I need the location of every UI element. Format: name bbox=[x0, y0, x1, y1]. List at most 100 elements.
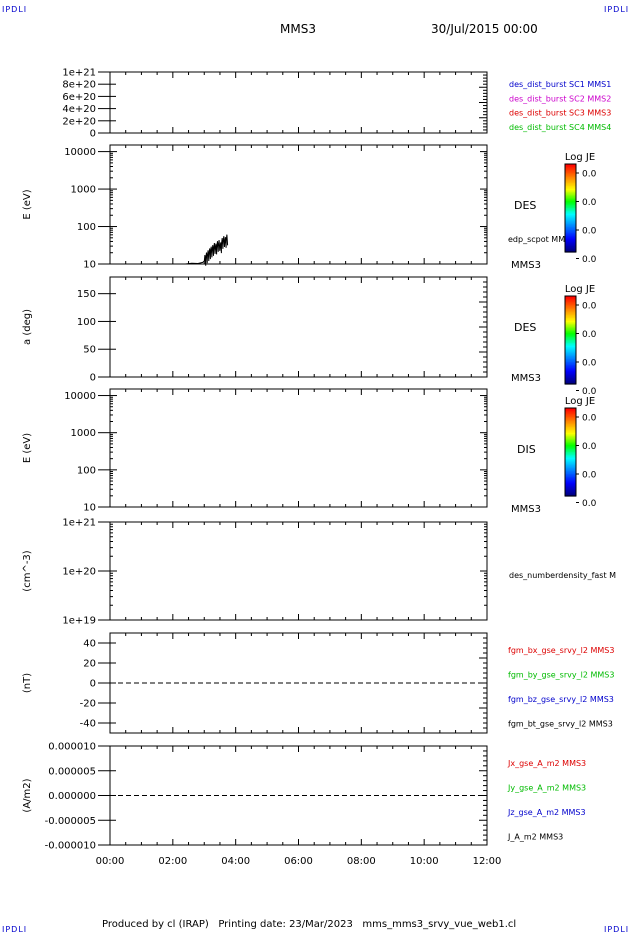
colorbar-segment bbox=[565, 193, 576, 196]
colorbar-segment bbox=[565, 199, 576, 202]
colorbar-segment bbox=[565, 378, 576, 381]
colorbar-segment bbox=[565, 456, 576, 459]
colorbar-segment bbox=[565, 241, 576, 244]
y-axis-label: (A/m2) bbox=[22, 778, 33, 812]
legend-entry: fgm_by_gse_srvy_l2 MMS3 bbox=[508, 671, 614, 680]
colorbar-segment bbox=[565, 479, 576, 482]
y-axis-label: E (eV) bbox=[22, 189, 33, 219]
colorbar-segment bbox=[565, 168, 576, 171]
colorbar-segment bbox=[565, 344, 576, 347]
legend-entry: des_dist_burst SC2 MMS2 bbox=[509, 94, 611, 103]
colorbar-segment bbox=[565, 427, 576, 430]
y-axis-label: a (deg) bbox=[22, 309, 33, 345]
colorbar-segment bbox=[565, 466, 576, 469]
colorbar-segment bbox=[565, 230, 576, 233]
colorbar-segment bbox=[565, 412, 576, 415]
colorbar-tick-label: 0.0 bbox=[582, 255, 597, 265]
colorbar-segment bbox=[565, 296, 576, 299]
colorbar-segment bbox=[565, 481, 576, 484]
colorbar-segment bbox=[565, 328, 576, 331]
colorbar-segment bbox=[565, 348, 576, 351]
colorbar-segment bbox=[565, 413, 576, 416]
colorbar-segment bbox=[565, 219, 576, 222]
colorbar-segment bbox=[565, 227, 576, 230]
colorbar-segment bbox=[565, 216, 576, 219]
colorbar-segment bbox=[565, 432, 576, 435]
colorbar-segment bbox=[565, 345, 576, 348]
colorbar-segment bbox=[565, 465, 576, 468]
colorbar-segment bbox=[565, 190, 576, 193]
panel-label: DES bbox=[514, 199, 536, 212]
scpot-trace bbox=[185, 234, 229, 266]
colorbar-segment bbox=[565, 187, 576, 190]
colorbar-tick-label: 0.0 bbox=[582, 499, 597, 509]
colorbar-segment bbox=[565, 457, 576, 460]
colorbar-segment bbox=[565, 215, 576, 218]
colorbar-segment bbox=[565, 243, 576, 246]
colorbar-segment bbox=[565, 438, 576, 441]
y-tick-label: 10 bbox=[83, 503, 96, 514]
colorbar-segment bbox=[565, 447, 576, 450]
colorbar-segment bbox=[565, 197, 576, 200]
colorbar-segment bbox=[565, 306, 576, 309]
colorbar-segment bbox=[565, 341, 576, 344]
colorbar-segment bbox=[565, 453, 576, 456]
x-tick-label: 02:00 bbox=[158, 856, 187, 867]
plot-datetime: 30/Jul/2015 00:00 bbox=[431, 22, 538, 36]
legend-entry: Jx_gse_A_m2 MMS3 bbox=[507, 759, 586, 768]
colorbar-segment bbox=[565, 165, 576, 168]
y-tick-label: 1e+19 bbox=[62, 616, 96, 627]
colorbar-segment bbox=[565, 334, 576, 337]
colorbar-segment bbox=[565, 370, 576, 373]
panel-3-frame bbox=[109, 276, 488, 378]
y-tick-label: 0 bbox=[90, 679, 96, 690]
panel-label: DIS bbox=[517, 443, 536, 456]
colorbar-segment bbox=[565, 221, 576, 224]
colorbar-segment bbox=[565, 332, 576, 335]
colorbar-segment bbox=[565, 363, 576, 366]
colorbar-tick-label: 0.0 bbox=[582, 387, 597, 397]
colorbar-title: Log JE bbox=[565, 396, 595, 407]
colorbar-segment bbox=[565, 342, 576, 345]
colorbar-segment bbox=[565, 237, 576, 240]
colorbar-segment bbox=[565, 177, 576, 180]
colorbar-segment bbox=[565, 222, 576, 225]
y-tick-label: 40 bbox=[83, 639, 96, 650]
colorbar-segment bbox=[565, 493, 576, 496]
colorbar-segment bbox=[565, 300, 576, 303]
colorbar-segment bbox=[565, 381, 576, 384]
colorbar-segment bbox=[565, 329, 576, 332]
y-axis-label: E (eV) bbox=[22, 433, 33, 463]
colorbar-segment bbox=[565, 340, 576, 343]
colorbar-segment bbox=[565, 203, 576, 206]
colorbar-segment bbox=[565, 362, 576, 365]
colorbar-segment bbox=[565, 218, 576, 221]
colorbar-segment bbox=[565, 488, 576, 491]
colorbar-tick-label: 0.0 bbox=[582, 302, 597, 312]
colorbar-segment bbox=[565, 171, 576, 174]
colorbar-segment bbox=[565, 421, 576, 424]
colorbar-segment bbox=[565, 472, 576, 475]
colorbar-tick-label: 0.0 bbox=[582, 359, 597, 369]
colorbar-segment bbox=[565, 312, 576, 315]
colorbar-title: Log JE bbox=[565, 284, 595, 295]
colorbar-segment bbox=[565, 228, 576, 231]
colorbar-segment bbox=[565, 191, 576, 194]
colorbar-segment bbox=[565, 313, 576, 316]
colorbar-segment bbox=[565, 372, 576, 375]
colorbar-segment bbox=[565, 471, 576, 474]
colorbar-segment bbox=[565, 246, 576, 249]
y-tick-label: 2e+20 bbox=[62, 116, 96, 127]
colorbar-segment bbox=[565, 491, 576, 494]
colorbar-segment bbox=[565, 181, 576, 184]
corner-label-bottom-right: IPDLI bbox=[604, 925, 630, 934]
x-tick-label: 10:00 bbox=[410, 856, 439, 867]
colorbar-segment bbox=[565, 335, 576, 338]
overlay-label: edp_scpot MMS3 bbox=[508, 235, 575, 244]
colorbar-segment bbox=[565, 487, 576, 490]
y-tick-label: 8e+20 bbox=[62, 80, 96, 91]
colorbar-segment bbox=[565, 459, 576, 462]
colorbar-segment bbox=[565, 206, 576, 209]
colorbar-segment bbox=[565, 205, 576, 208]
